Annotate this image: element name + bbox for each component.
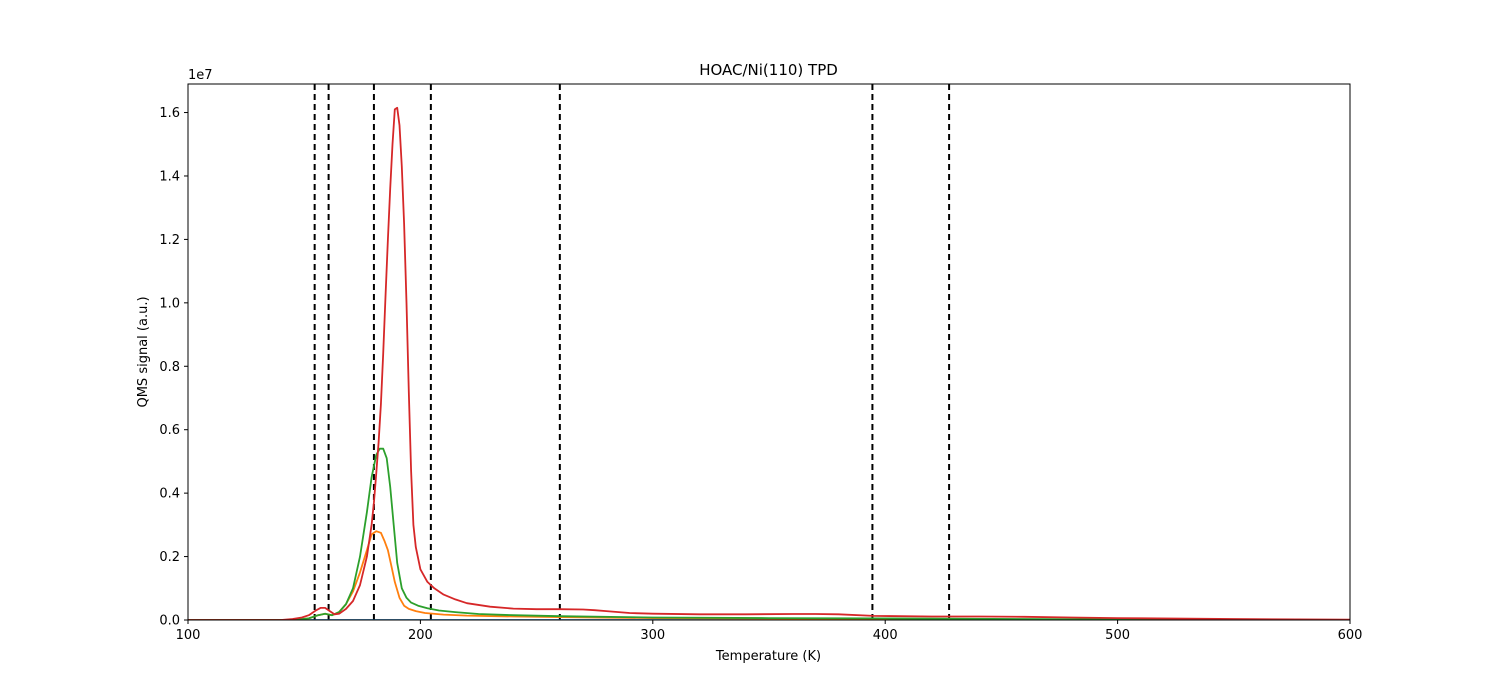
y-tick-label-0: 0.0: [159, 614, 180, 629]
series-lines: [188, 106, 1350, 620]
chart-title: HOAC/Ni(110) TPD: [699, 61, 838, 79]
y-tick-label-1: 0.2: [159, 550, 180, 565]
y-tick-label-6: 1.2: [159, 233, 180, 248]
y-offset-label: 1e7: [188, 68, 213, 83]
x-tick-label-2: 300: [640, 628, 665, 643]
y-axis-ticks: 0.0 0.2 0.4 0.6 0.8 1.0 1.2 1.4 1.6: [159, 106, 188, 629]
y-tick-label-3: 0.6: [159, 423, 180, 438]
series-line-2: [188, 447, 1350, 620]
plot-area-frame: [187, 83, 1351, 621]
y-tick-label-5: 1.0: [159, 296, 180, 311]
y-tick-label-2: 0.4: [159, 487, 180, 502]
x-tick-label-1: 200: [408, 628, 433, 643]
y-tick-label-4: 0.8: [159, 360, 180, 375]
y-tick-label-8: 1.6: [159, 106, 180, 121]
x-axis-ticks: 100 200 300 400 500 600: [176, 620, 1363, 643]
reference-lines: [313, 84, 951, 620]
x-tick-label-4: 500: [1105, 628, 1130, 643]
x-axis-label: Temperature (K): [715, 649, 821, 664]
x-tick-label-3: 400: [873, 628, 898, 643]
y-axis-label: QMS signal (a.u.): [136, 296, 151, 407]
x-tick-label-5: 600: [1338, 628, 1363, 643]
series-line-3: [188, 106, 1350, 620]
y-tick-label-7: 1.4: [159, 169, 180, 184]
x-tick-label-0: 100: [176, 628, 201, 643]
